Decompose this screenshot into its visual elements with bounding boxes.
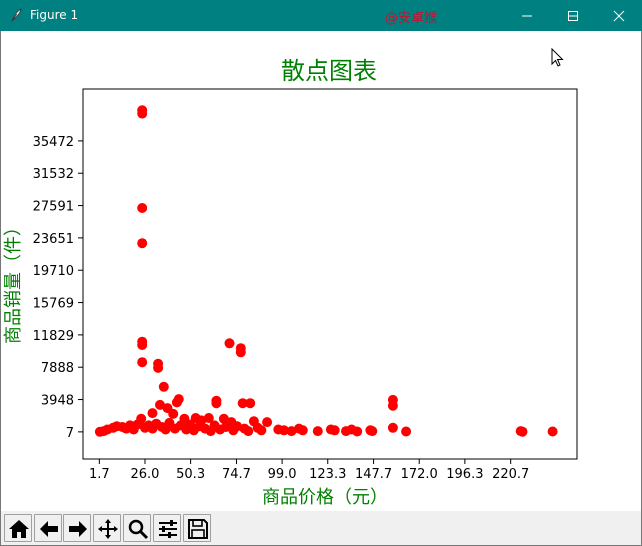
navigation-toolbar xyxy=(1,511,641,545)
scatter-point xyxy=(132,419,143,430)
y-axis-label: 商品销量（件） xyxy=(3,218,24,344)
scatter-point xyxy=(401,426,412,437)
mouse-cursor-icon xyxy=(551,48,564,67)
scatter-point xyxy=(232,421,242,432)
scatter-point xyxy=(203,413,214,423)
save-button[interactable] xyxy=(183,514,211,542)
scatter-point xyxy=(387,422,398,433)
close-icon xyxy=(613,10,625,22)
maximize-icon xyxy=(568,11,578,21)
scatter-point xyxy=(237,398,248,409)
window-title: Figure 1 xyxy=(30,8,79,22)
x-tick-label: 147.7 xyxy=(355,467,392,482)
y-tick-label: 27591 xyxy=(33,200,74,215)
scatter-point xyxy=(329,425,340,436)
window-titlebar[interactable]: Figure 1 @安卓猴 xyxy=(0,0,642,31)
back-button[interactable] xyxy=(34,514,62,542)
scatter-point xyxy=(137,203,148,213)
scatter-point xyxy=(387,400,398,411)
scatter-point xyxy=(158,381,169,392)
x-axis-ticks: 1.7 26.0 50.3 74.7 99.0 123.3 147.7 172.0 196.3 2… xyxy=(89,459,529,482)
scatter-point xyxy=(153,362,164,373)
scatter-point xyxy=(168,408,179,419)
y-tick-label: 15769 xyxy=(33,297,74,312)
scatter-point xyxy=(171,397,182,408)
minimize-button-area[interactable] xyxy=(504,0,550,31)
y-tick-label: 23651 xyxy=(33,232,74,247)
zoom-icon xyxy=(128,519,149,540)
scatter-point xyxy=(137,108,148,119)
y-tick-label: 11829 xyxy=(33,329,74,344)
x-axis-label: 商品价格（元） xyxy=(262,487,388,508)
scatter-point xyxy=(235,347,246,358)
scatter-point xyxy=(137,357,148,368)
y-tick-label: 3948 xyxy=(41,394,74,409)
save-icon xyxy=(188,519,208,539)
scatter-point xyxy=(517,426,528,437)
scatter-point xyxy=(137,340,148,350)
scatter-point xyxy=(297,425,308,436)
scatter-point xyxy=(256,425,267,436)
zoom-button[interactable] xyxy=(123,514,151,542)
forward-icon xyxy=(69,521,87,537)
x-tick-label: 123.3 xyxy=(309,467,346,482)
x-tick-label: 26.0 xyxy=(131,467,160,482)
scatter-point xyxy=(147,408,158,419)
scatter-point xyxy=(262,417,273,428)
x-tick-label: 196.3 xyxy=(446,467,483,482)
x-tick-label: 99.0 xyxy=(268,467,297,482)
home-icon xyxy=(9,520,29,538)
x-tick-label: 50.3 xyxy=(176,467,205,482)
x-tick-label: 1.7 xyxy=(89,467,110,482)
scatter-point xyxy=(245,398,256,409)
close-button[interactable] xyxy=(596,0,642,31)
scatter-point xyxy=(279,425,289,436)
pan-button[interactable] xyxy=(93,514,121,542)
configure-subplots-icon xyxy=(159,520,177,538)
scatter-point xyxy=(211,398,222,409)
y-axis-ticks: 7 3948 7888 11829 15769 19710 23651 27591 31532 3… xyxy=(33,135,83,441)
pan-icon xyxy=(98,519,118,539)
configure-subplots-button[interactable] xyxy=(153,514,181,542)
minimize-icon xyxy=(522,15,532,17)
y-tick-label: 35472 xyxy=(33,135,74,150)
scatter-point xyxy=(352,426,363,437)
back-icon xyxy=(40,521,58,537)
minimize-button[interactable] xyxy=(550,0,596,31)
maximize-button[interactable] xyxy=(550,0,596,31)
scatter-point xyxy=(367,426,378,437)
y-tick-label: 7888 xyxy=(41,361,74,376)
minimize-icon xyxy=(568,15,578,17)
forward-button[interactable] xyxy=(63,514,91,542)
scatter-point xyxy=(243,426,254,437)
x-tick-label: 220.7 xyxy=(492,467,529,482)
plot-area xyxy=(82,88,578,460)
y-tick-label: 31532 xyxy=(33,167,74,182)
feather-icon xyxy=(11,8,22,22)
scatter-chart: 散点图表 1.7 26.0 50.3 74.7 99.0 123.3 147.7 172.0 1… xyxy=(3,57,578,508)
x-tick-label: 74.7 xyxy=(222,467,251,482)
scatter-point xyxy=(220,422,231,432)
y-tick-label: 19710 xyxy=(33,264,74,279)
scatter-point xyxy=(137,238,148,249)
watermark-text: @安卓猴 xyxy=(385,11,438,26)
scatter-point xyxy=(155,399,165,410)
home-button[interactable] xyxy=(4,514,32,542)
scatter-point xyxy=(547,426,558,437)
chart-title: 散点图表 xyxy=(281,57,377,85)
points-layer xyxy=(94,105,558,437)
scatter-point xyxy=(224,338,235,349)
y-tick-label: 7 xyxy=(66,426,74,441)
scatter-point xyxy=(312,426,323,437)
scatter-point xyxy=(218,413,229,424)
x-tick-label: 172.0 xyxy=(401,467,438,482)
figure-canvas[interactable]: 散点图表 1.7 26.0 50.3 74.7 99.0 123.3 147.7 172.0 1… xyxy=(1,31,641,511)
